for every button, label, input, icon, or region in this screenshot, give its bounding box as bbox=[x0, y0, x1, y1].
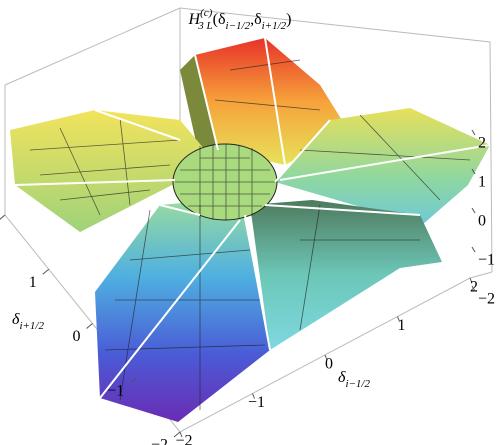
y-axis-label: δi+1/2 bbox=[12, 311, 44, 332]
x-label-subscript: i−1/2 bbox=[345, 378, 370, 390]
y-label-symbol: δ bbox=[12, 311, 20, 328]
x-tick-mark bbox=[179, 431, 183, 438]
y-tick-mark bbox=[86, 323, 93, 329]
z-tick-mark bbox=[471, 207, 476, 214]
title-argument: (δ bbox=[213, 11, 226, 28]
x-tick-mark bbox=[397, 316, 400, 322]
z-tick-label: 1 bbox=[478, 174, 486, 191]
z-tick-mark bbox=[471, 285, 476, 292]
y-label-subscript: i+1/2 bbox=[19, 320, 44, 332]
chart-title: H(c) 3 L(δi−1/2,δi+1/2) bbox=[188, 7, 292, 32]
x-tick-mark bbox=[324, 354, 328, 361]
z-tick-label: 2 bbox=[478, 135, 486, 152]
y-tick-mark bbox=[42, 268, 50, 275]
title-subscript: 3 L bbox=[197, 20, 212, 32]
x-label-symbol: δ bbox=[338, 369, 346, 386]
title-argument: ,δ bbox=[250, 11, 262, 28]
title-superscript: (c) bbox=[200, 7, 213, 19]
z-tick-mark bbox=[471, 168, 476, 175]
x-tick-mark bbox=[469, 277, 473, 284]
x-tick-mark bbox=[252, 393, 255, 399]
title-function: H bbox=[188, 11, 202, 28]
surface bbox=[10, 37, 491, 422]
x-tick-label: 2 bbox=[470, 279, 478, 296]
y-tick-label: −1 bbox=[107, 382, 124, 399]
x-tick-label: 0 bbox=[325, 356, 333, 373]
y-tick-mark bbox=[129, 377, 137, 384]
x-axis-label: δi−1/2 bbox=[338, 369, 370, 390]
y-tick-mark bbox=[0, 214, 6, 220]
y-tick-label: 0 bbox=[73, 328, 81, 345]
z-tick-label: 0 bbox=[478, 213, 486, 230]
z-tick-label: −2 bbox=[478, 291, 495, 308]
z-tick-label: −1 bbox=[478, 252, 495, 269]
y-tick-mark bbox=[173, 431, 181, 438]
z-tick-mark bbox=[471, 246, 476, 253]
title-argument: i+1/2 bbox=[262, 20, 287, 32]
title-argument: i−1/2 bbox=[226, 20, 251, 32]
title-argument: ) bbox=[286, 11, 291, 28]
x-tick-label: −2 bbox=[175, 433, 192, 445]
z-tick-mark bbox=[471, 129, 476, 136]
x-tick-label: −1 bbox=[248, 394, 265, 411]
y-tick-label: −2 bbox=[151, 437, 168, 445]
x-tick-label: 1 bbox=[398, 317, 406, 334]
y-tick-label: 1 bbox=[29, 274, 37, 291]
